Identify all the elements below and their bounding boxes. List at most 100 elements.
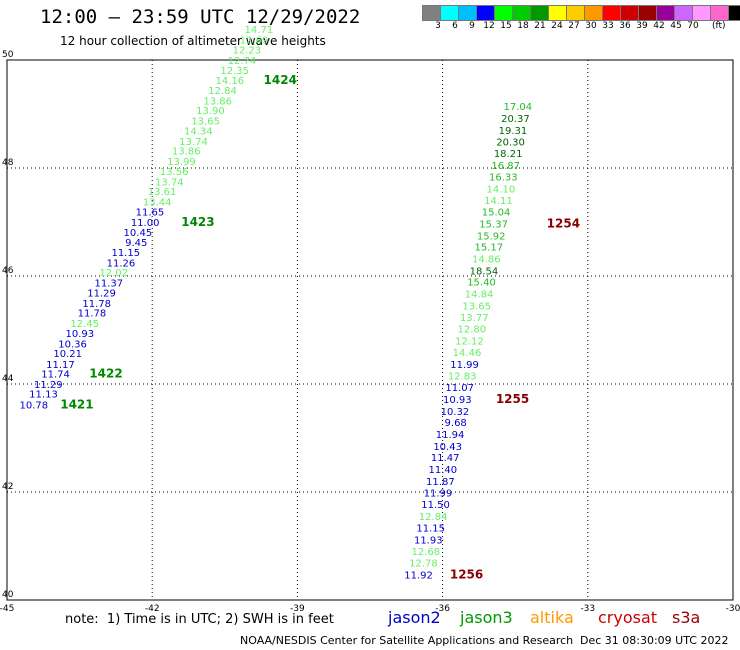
swh-data-label: 12.02 [99, 268, 128, 279]
color-scale-label: 39 [636, 21, 648, 31]
swh-data-label: 15.17 [474, 243, 503, 254]
plot-frame [6, 59, 734, 601]
color-scale-label: 33 [602, 21, 614, 31]
swh-data-label: 11.74 [41, 370, 70, 381]
x-tick-label: -33 [580, 604, 595, 614]
swh-data-label: 9.45 [125, 238, 147, 249]
x-tick-label: -45 [0, 604, 14, 614]
swh-data-label: 13.65 [462, 301, 491, 312]
swh-data-label: 10.45 [124, 228, 153, 239]
color-scale-label: 6 [452, 21, 458, 31]
swh-data-label: 14.34 [184, 127, 213, 138]
color-scale-label: 21 [534, 21, 546, 31]
swh-data-label: 13.56 [160, 167, 189, 178]
swh-data-label: 11.99 [450, 360, 479, 371]
swh-data-label: 11.78 [82, 299, 111, 310]
y-tick-label: 46 [2, 266, 14, 276]
pass-time-label: 1254 [547, 216, 580, 230]
swh-data-label: 9.68 [445, 418, 467, 429]
footer-credit: NOAA/NESDIS Center for Satellite Applica… [240, 634, 574, 647]
swh-data-label: 11.94 [436, 430, 465, 441]
color-scale-label: 36 [619, 21, 631, 31]
color-scale-label: 3 [435, 21, 441, 31]
swh-data-label: 11.99 [424, 488, 453, 499]
swh-data-label: 12.84 [419, 512, 448, 523]
swh-data-label: 18.54 [470, 266, 499, 277]
swh-data-label: 13.61 [148, 187, 177, 198]
swh-data-label: 12.80 [458, 325, 487, 336]
swh-data-label: 10.93 [443, 395, 472, 406]
swh-data-label: 11.47 [431, 453, 460, 464]
swh-data-label: 12.69 [240, 35, 269, 46]
swh-data-label: 11.15 [111, 248, 140, 259]
chart-note: note: 1) Time is in UTC; 2) SWH is in fe… [65, 612, 334, 627]
swh-data-label: 10.43 [433, 442, 462, 453]
swh-data-label: 13.90 [196, 106, 225, 117]
swh-data-label: 10.32 [441, 407, 470, 418]
swh-data-label: 15.04 [482, 208, 511, 219]
x-tick-label: -36 [435, 604, 450, 614]
legend-jason3: jason3 [460, 608, 513, 627]
y-tick-label: 40 [2, 590, 14, 600]
swh-data-label: 15.92 [477, 231, 506, 242]
swh-data-label: 16.33 [489, 172, 518, 183]
color-scale-label: 15 [500, 21, 512, 31]
color-scale-label: 70 [687, 21, 699, 31]
color-scale-unit: (ft) [712, 21, 726, 31]
swh-data-label: 12.68 [412, 547, 441, 558]
pass-time-label: 1255 [496, 392, 529, 406]
swh-data-label: 14.71 [245, 25, 274, 36]
color-scale-label: 9 [469, 21, 475, 31]
swh-data-label: 17.04 [503, 102, 532, 113]
swh-data-label: 12.23 [232, 46, 261, 57]
swh-data-label: 11.87 [426, 477, 455, 488]
swh-data-label: 11.00 [131, 218, 160, 229]
swh-data-label: 14.10 [487, 184, 516, 195]
swh-data-label: 11.13 [29, 390, 58, 401]
swh-data-label: 11.40 [428, 465, 457, 476]
legend-cryosat: cryosat [598, 608, 658, 627]
swh-data-label: 14.86 [472, 255, 501, 266]
swh-data-label: 14.16 [216, 76, 245, 87]
swh-data-label: 11.29 [34, 380, 63, 391]
color-swatch-17 [728, 5, 740, 21]
swh-data-label: 11.29 [87, 289, 116, 300]
legend-jason2: jason2 [388, 608, 441, 627]
y-tick-label: 48 [2, 158, 14, 168]
swh-data-label: 10.78 [19, 400, 48, 411]
color-scale-label: 42 [653, 21, 665, 31]
swh-data-label: 14.11 [484, 196, 513, 207]
color-scale-bar [422, 5, 740, 21]
swh-data-label: 11.07 [445, 383, 474, 394]
y-tick-label: 42 [2, 482, 13, 492]
swh-data-label: 11.92 [404, 570, 433, 581]
swh-data-label: 18.21 [494, 149, 523, 160]
swh-data-label: 20.30 [496, 137, 525, 148]
x-tick-label: -42 [145, 604, 160, 614]
swh-data-label: 12.84 [208, 86, 237, 97]
footer-timestamp: Dec 31 08:30:09 UTC 2022 [580, 634, 729, 647]
color-scale-label: 12 [483, 21, 495, 31]
swh-data-label: 11.78 [78, 309, 107, 320]
color-scale-label: 30 [585, 21, 597, 31]
color-scale-label: 45 [670, 21, 682, 31]
pass-time-label: 1422 [89, 367, 122, 381]
swh-data-label: 15.40 [467, 278, 496, 289]
swh-data-label: 16.87 [491, 161, 520, 172]
swh-data-label: 12.74 [228, 56, 257, 67]
y-tick-label: 44 [2, 374, 14, 384]
swh-data-label: 13.74 [179, 137, 208, 148]
chart-subtitle: 12 hour collection of altimeter wave hei… [60, 34, 326, 48]
swh-data-label: 13.77 [460, 313, 489, 324]
swh-data-label: 11.50 [421, 500, 450, 511]
pass-time-label: 1423 [181, 215, 214, 229]
swh-data-label: 13.86 [172, 147, 201, 158]
swh-data-label: 14.46 [453, 348, 482, 359]
swh-data-label: 10.21 [53, 349, 82, 360]
swh-data-label: 19.31 [499, 126, 528, 137]
swh-data-label: 12.35 [220, 66, 249, 77]
color-scale-label: 24 [551, 21, 563, 31]
swh-data-label: 13.44 [143, 197, 172, 208]
swh-data-label: 13.99 [167, 157, 196, 168]
